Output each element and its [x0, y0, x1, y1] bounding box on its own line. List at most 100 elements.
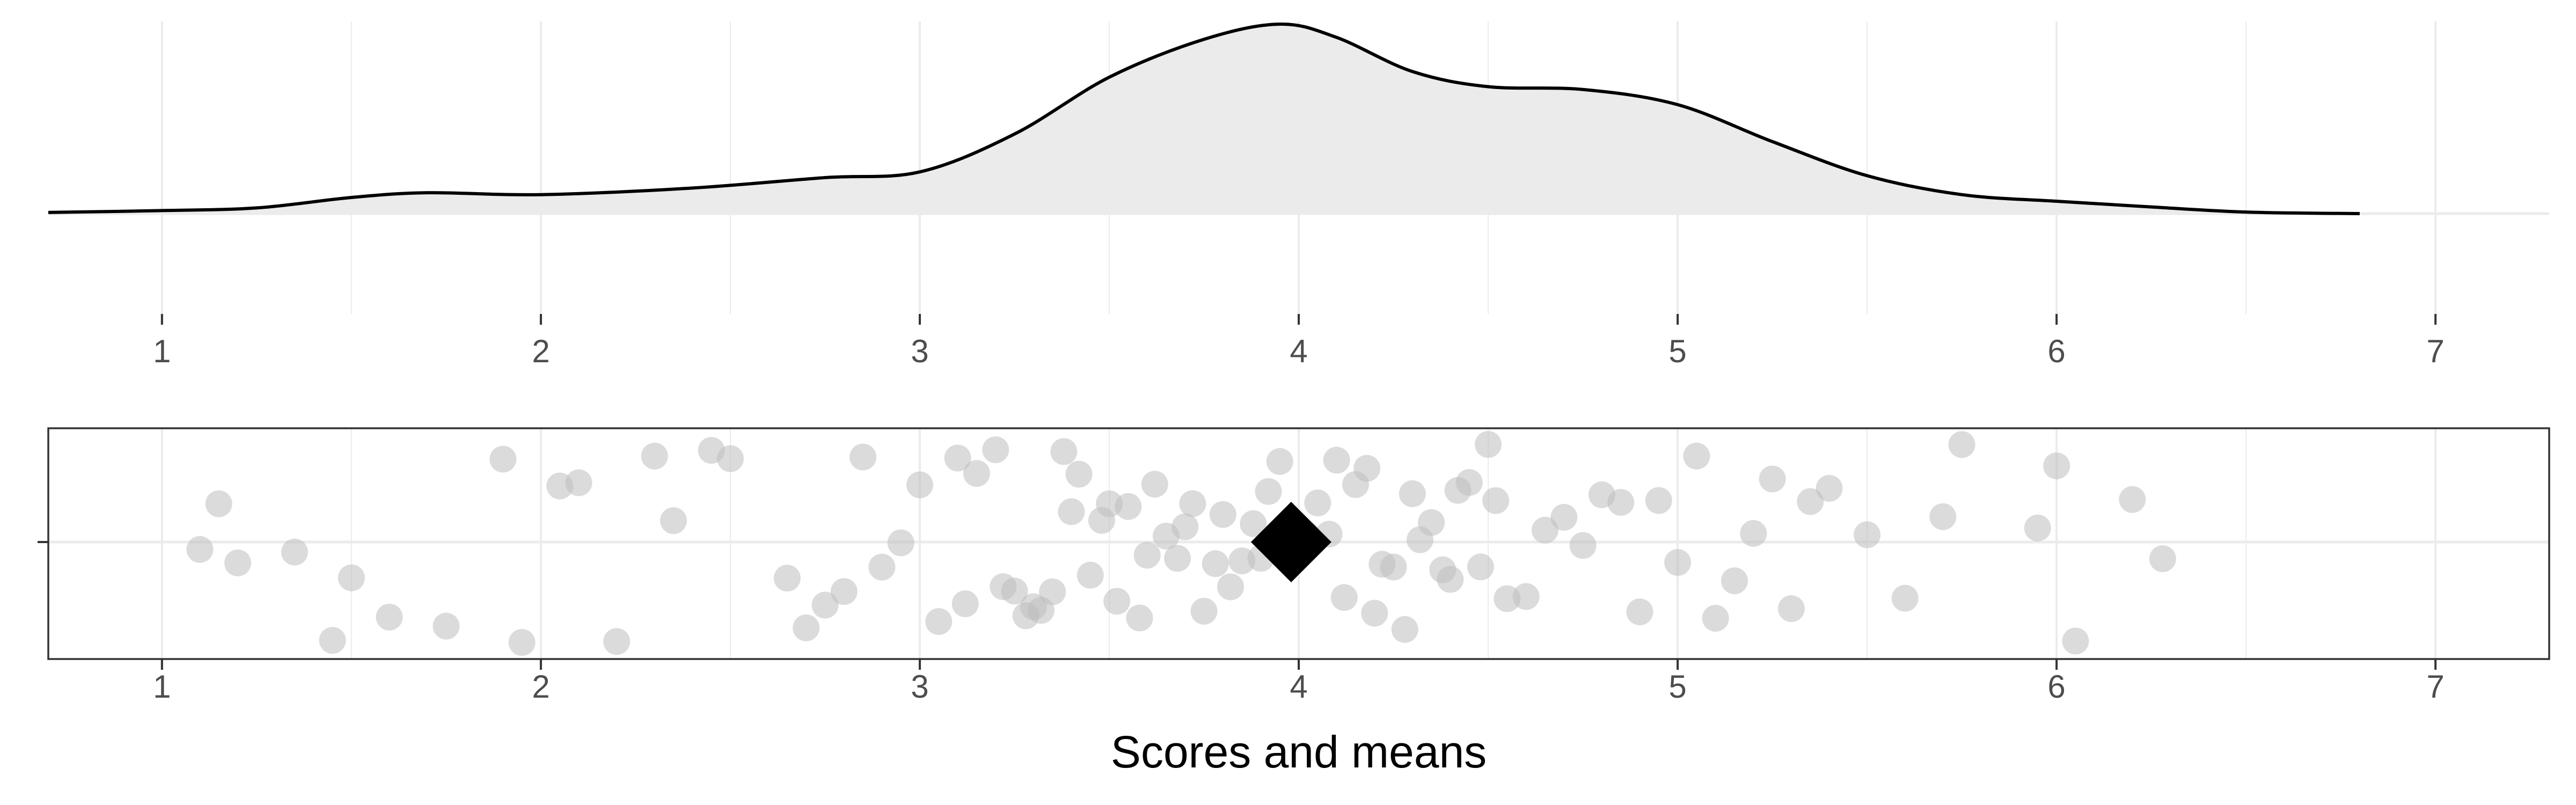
score-point	[1399, 480, 1426, 508]
score-point	[2062, 627, 2089, 655]
score-point	[376, 603, 403, 631]
x-tick-label: 3	[911, 669, 928, 705]
score-point	[1455, 469, 1483, 496]
score-point	[224, 549, 252, 576]
score-point	[1482, 487, 1510, 514]
score-point	[1854, 521, 1881, 548]
score-point	[1702, 604, 1729, 632]
score-point	[868, 553, 896, 581]
score-point	[1217, 573, 1244, 601]
x-tick-label: 1	[153, 669, 171, 705]
score-point	[1467, 553, 1494, 581]
score-point	[1353, 455, 1381, 482]
score-point	[565, 469, 592, 496]
score-point	[603, 628, 631, 655]
score-point	[1948, 431, 1975, 458]
score-point	[1607, 489, 1635, 516]
score-point	[1179, 490, 1206, 517]
score-point	[1266, 448, 1293, 475]
score-point	[1721, 567, 1748, 595]
score-point	[925, 608, 953, 635]
score-point	[1050, 438, 1078, 465]
x-tick-label: 2	[532, 333, 550, 369]
score-point	[1569, 532, 1597, 559]
score-point	[1202, 550, 1229, 577]
score-point	[1777, 595, 1805, 623]
x-tick-label: 4	[1290, 333, 1307, 369]
score-point	[952, 590, 979, 618]
score-point	[508, 629, 536, 656]
density-x-axis: 1 2 3 4 5 6 7	[153, 314, 2445, 369]
score-point	[793, 614, 820, 641]
score-point	[716, 445, 744, 472]
score-point	[906, 471, 933, 499]
score-point	[1330, 584, 1358, 611]
score-point	[887, 529, 914, 557]
density-panel: 1 2 3 4 5 6 7	[48, 21, 2549, 369]
density-area	[48, 24, 2360, 214]
score-point	[1126, 604, 1153, 632]
score-point	[660, 507, 687, 535]
score-point	[319, 627, 346, 654]
score-point	[773, 565, 801, 592]
score-point	[1626, 598, 1653, 626]
score-point	[1065, 460, 1093, 488]
score-point	[982, 436, 1009, 464]
score-point	[1645, 487, 1672, 514]
x-tick-label: 2	[532, 669, 550, 705]
x-tick-label: 5	[1668, 333, 1686, 369]
score-point	[1209, 501, 1236, 528]
score-point	[1816, 474, 1843, 502]
x-axis-title: Scores and means	[1111, 727, 1487, 777]
score-point	[489, 445, 517, 473]
x-tick-label: 6	[2047, 333, 2065, 369]
score-point	[1664, 549, 1692, 576]
score-point	[281, 538, 308, 566]
score-point	[1929, 503, 1957, 530]
score-point	[1190, 597, 1218, 625]
score-point	[1077, 561, 1104, 589]
score-point	[1361, 599, 1388, 627]
score-point	[1740, 519, 1767, 547]
score-point	[1141, 471, 1168, 498]
score-point	[1550, 503, 1578, 531]
score-point	[1058, 498, 1085, 525]
x-tick-label: 7	[2426, 333, 2444, 369]
score-point	[1418, 509, 1445, 536]
x-tick-label: 3	[911, 333, 928, 369]
score-point	[830, 578, 858, 605]
score-point	[1380, 553, 1407, 581]
x-tick-label: 7	[2426, 669, 2444, 705]
score-point	[433, 612, 460, 640]
x-tick-label: 1	[153, 333, 171, 369]
score-point	[338, 564, 365, 591]
score-point	[944, 444, 971, 472]
score-point	[1323, 447, 1350, 474]
score-point	[1039, 578, 1066, 605]
score-point	[1797, 488, 1824, 515]
x-tick-label: 5	[1668, 669, 1686, 705]
score-point	[1475, 431, 1502, 458]
score-point	[811, 591, 839, 619]
score-point	[1683, 442, 1710, 470]
score-point	[963, 460, 990, 487]
score-point	[1001, 577, 1028, 605]
score-point	[1391, 616, 1418, 643]
score-point	[2024, 514, 2051, 541]
score-point	[1103, 588, 1131, 615]
score-point	[850, 443, 877, 471]
score-point	[1304, 489, 1331, 517]
score-point	[1531, 516, 1558, 544]
score-point	[641, 442, 668, 470]
mean-diamond-marker	[1250, 502, 1331, 582]
strip-panel: 1 2 3 4 5 6 7 Scores and means	[38, 427, 2550, 777]
score-points	[186, 431, 2176, 656]
score-point	[1133, 541, 1161, 569]
score-point	[1437, 566, 1464, 593]
score-point	[1115, 493, 1142, 520]
score-point	[2119, 486, 2146, 513]
score-point	[2043, 452, 2070, 480]
score-point	[186, 536, 214, 563]
score-point	[1255, 478, 1282, 505]
